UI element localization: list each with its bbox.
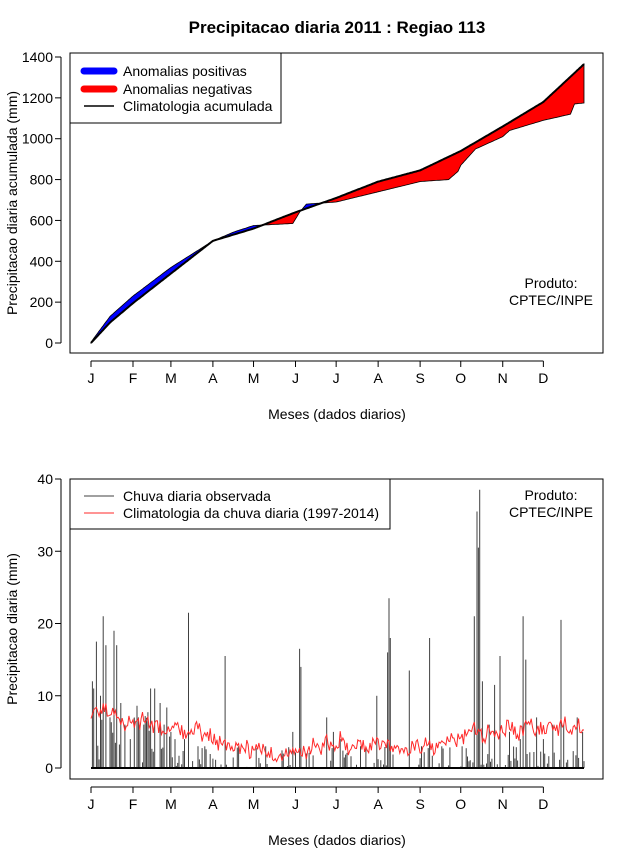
observed-bars <box>91 489 585 768</box>
y-tick-label: 20 <box>37 616 53 632</box>
y-axis-label: Precipitacao diaria acumulada (mm) <box>4 91 20 315</box>
x-tick-label: J <box>333 796 340 812</box>
x-tick-label: S <box>415 796 424 812</box>
x-tick-label: A <box>208 370 218 386</box>
y-tick-label: 800 <box>30 172 54 188</box>
x-tick-label: J <box>88 796 95 812</box>
y-tick-label: 400 <box>30 253 54 269</box>
x-tick-label: M <box>248 370 260 386</box>
cumulative-panel: 0 200 400 600 800 1000 1200 1400 J F M A M J J A S O N D P… <box>4 49 604 422</box>
product-source: CPTEC/INPE <box>509 504 593 520</box>
legend-label-climatology: Climatologia da chuva diaria (1997-2014) <box>123 505 379 521</box>
y-axis: 0 200 400 600 800 1000 1200 1400 <box>22 49 62 351</box>
y-tick-label: 1000 <box>22 131 53 147</box>
climatology-cumulative-line <box>90 63 585 344</box>
legend-label-negative: Anomalias negativas <box>123 81 252 97</box>
legend-label-positive: Anomalias positivas <box>123 63 247 79</box>
x-tick-label: O <box>455 370 466 386</box>
x-tick-label: J <box>88 370 95 386</box>
x-tick-label: A <box>373 796 383 812</box>
x-tick-label: F <box>129 796 138 812</box>
legend-label-climatology: Climatologia acumulada <box>123 98 273 114</box>
product-source: CPTEC/INPE <box>509 292 593 308</box>
x-tick-label: M <box>248 796 260 812</box>
x-tick-label: J <box>292 796 299 812</box>
product-label: Produto: <box>525 487 578 503</box>
x-tick-label: A <box>208 796 218 812</box>
daily-panel: 0 10 20 30 40 J F M A M J J A S O N D Precipitacao diar… <box>4 471 604 848</box>
x-tick-label: D <box>538 370 548 386</box>
y-axis: 0 10 20 30 40 <box>37 471 62 776</box>
product-label: Produto: <box>525 275 578 291</box>
x-tick-label: F <box>129 370 138 386</box>
x-tick-label: N <box>498 370 508 386</box>
legend: Anomalias positivas Anomalias negativas … <box>69 52 282 124</box>
x-axis-label: Meses (dados diarios) <box>268 406 406 422</box>
x-tick-label: M <box>165 370 177 386</box>
climatology-daily-line <box>90 703 585 763</box>
plot-frame <box>69 52 604 354</box>
legend-box <box>69 478 391 530</box>
negative-anomaly-area <box>320 63 585 204</box>
y-tick-label: 1400 <box>22 49 53 65</box>
y-tick-label: 600 <box>30 212 54 228</box>
y-tick-label: 40 <box>37 471 53 487</box>
x-tick-label: D <box>538 796 548 812</box>
y-tick-label: 1200 <box>22 90 53 106</box>
chart-title: Precipitacao diaria 2011 : Regiao 113 <box>189 18 486 37</box>
y-tick-label: 0 <box>45 760 53 776</box>
x-axis-label: Meses (dados diarios) <box>268 832 406 848</box>
x-tick-label: J <box>333 370 340 386</box>
x-tick-label: O <box>455 796 466 812</box>
y-tick-label: 10 <box>37 688 53 704</box>
positive-anomaly-area <box>90 224 263 345</box>
y-tick-label: 30 <box>37 543 53 559</box>
x-tick-label: M <box>165 796 177 812</box>
x-tick-label: S <box>415 370 424 386</box>
x-tick-label: A <box>373 370 383 386</box>
legend: Chuva diaria observada Climatologia da c… <box>69 478 391 530</box>
legend-label-observed: Chuva diaria observada <box>123 488 271 504</box>
y-tick-label: 0 <box>45 335 53 351</box>
x-tick-label: J <box>292 370 299 386</box>
x-tick-label: N <box>498 796 508 812</box>
y-axis-label: Precipitacao diaria (mm) <box>4 553 20 705</box>
y-tick-label: 200 <box>30 294 54 310</box>
